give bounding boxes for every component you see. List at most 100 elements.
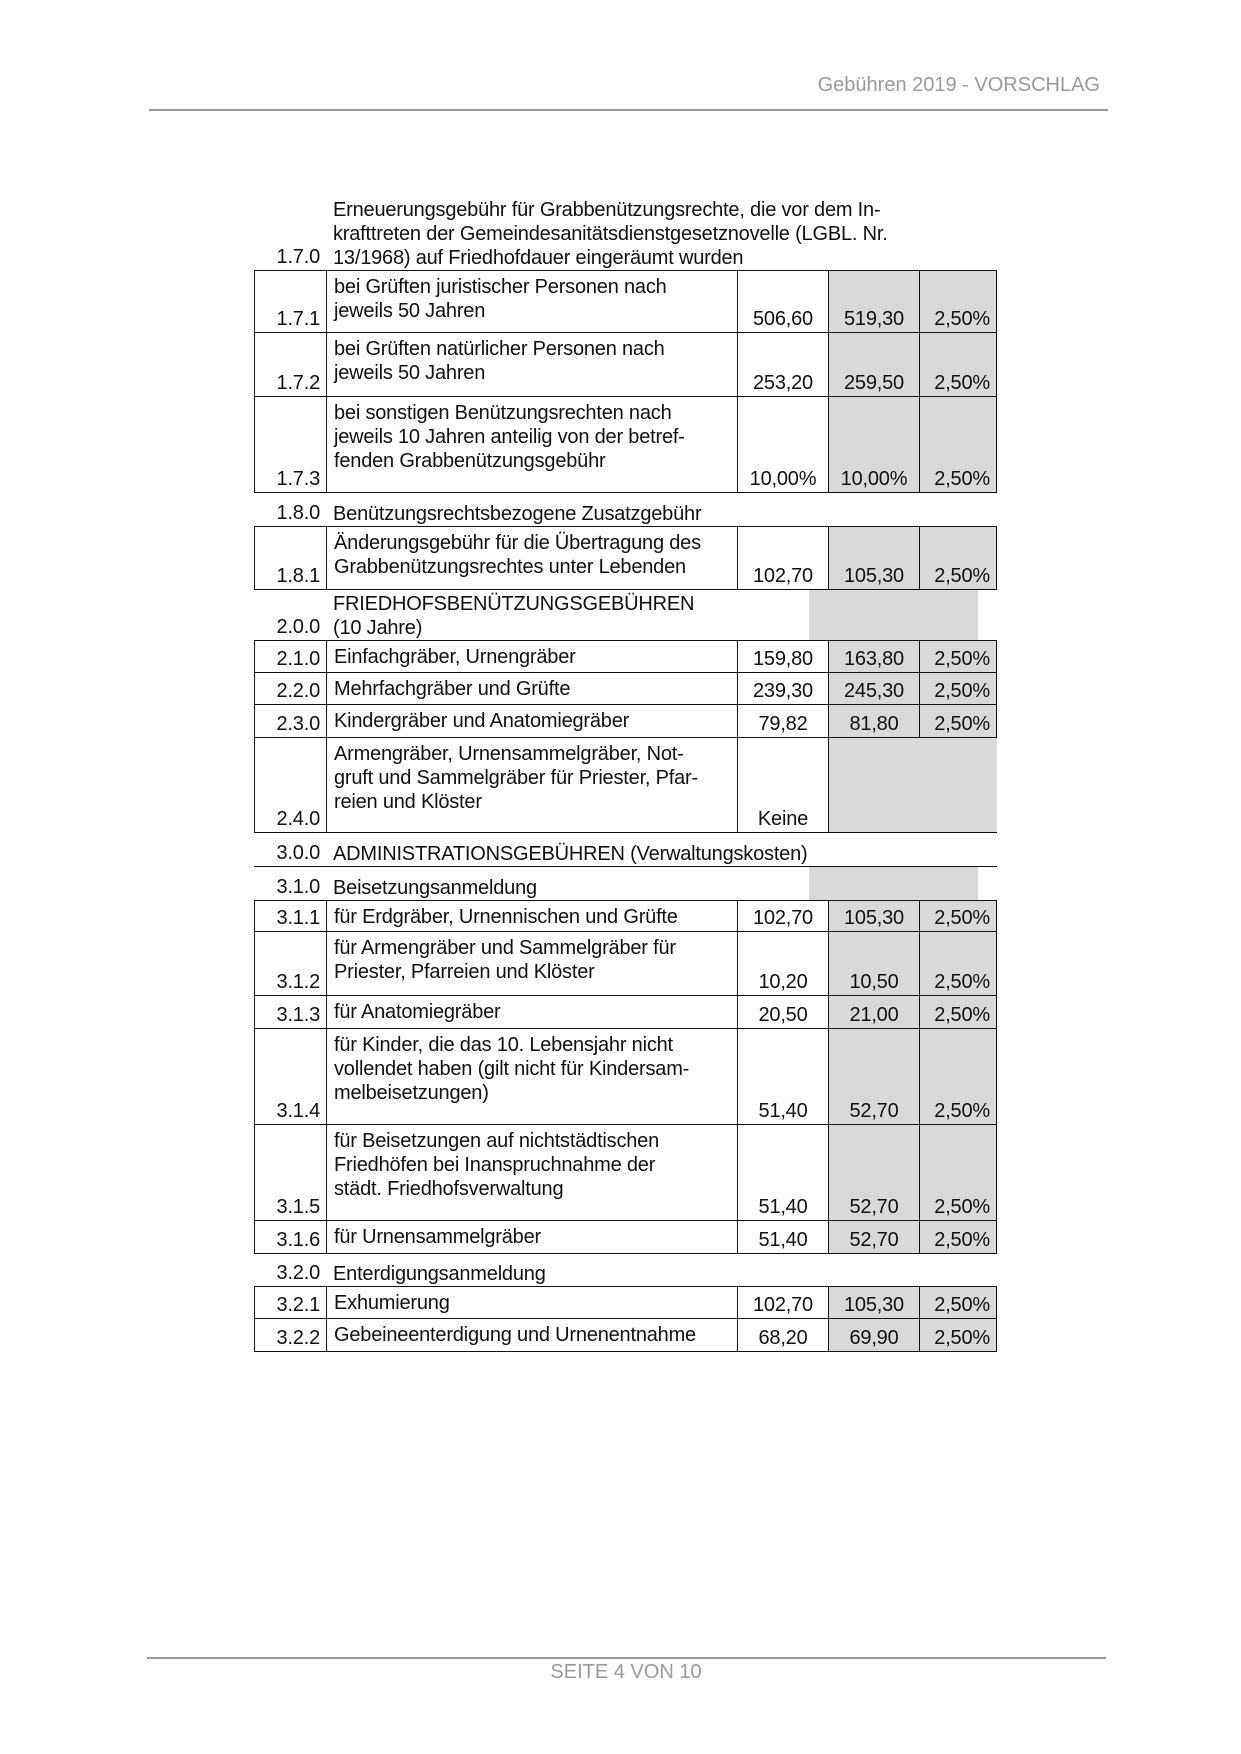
fee-previous-cell: 20,50 [737, 996, 828, 1028]
fee-new: 10,00% [840, 468, 908, 490]
fee-new-cell: 52,70 [828, 1125, 919, 1220]
fee-new: 52,70 [849, 1196, 899, 1218]
fee-increase: 2,50% [934, 565, 990, 587]
fee-increase: 2,50% [934, 1294, 990, 1316]
fee-increase-cell: 2,50% [919, 1319, 997, 1351]
item-number-cell: 2.3.0 [254, 705, 326, 737]
footer-divider [147, 1657, 1106, 1659]
item-description-cell: Mehrfachgräber und Grüfte [326, 673, 737, 704]
page-number: SEITE 4 VON 10 [550, 1661, 702, 1683]
fee-previous-cell: 51,40 [737, 1125, 828, 1220]
table-row: 1.7.1 bei Grüften juristischer Personen n… [254, 270, 997, 333]
fee-previous-cell: 68,20 [737, 1319, 828, 1351]
item-description: bei Grüften natürlicher Personen nach je… [334, 338, 665, 384]
fee-previous-cell: 10,00% [737, 397, 828, 492]
fee-new: 245,30 [844, 680, 904, 702]
fee-new: 10,50 [849, 971, 899, 993]
fee-new-cell: 163,80 [828, 641, 919, 672]
item-number-cell: 1.7.3 [254, 397, 326, 492]
fee-new-cell: 10,00% [828, 397, 919, 492]
item-description: Erneuerungsgebühr für Grabbenützungsrech… [333, 199, 888, 269]
section-heading-row: 2.0.0 FRIEDHOFSBENÜTZUNGSGEBÜHREN (10 Jah… [254, 590, 997, 640]
fee-previous: 10,20 [758, 971, 808, 993]
item-number-cell: 1.7.2 [254, 333, 326, 396]
item-number: 3.2.1 [276, 1294, 321, 1316]
item-description-cell: für Kinder, die das 10. Lebensjahr nicht… [326, 1029, 737, 1124]
fee-increase-cell: 2,50% [919, 673, 997, 704]
fee-new: 259,50 [844, 372, 904, 394]
item-description: für Anatomiegräber [334, 1001, 501, 1023]
fee-increase-cell: 2,50% [919, 397, 997, 492]
item-number: 3.1.1 [276, 907, 321, 929]
table-row: 1.8.1 Änderungsgebühr für die Übertragung… [254, 526, 997, 590]
item-number: 3.1.5 [276, 1196, 321, 1218]
item-number-cell: 1.7.0 [254, 197, 326, 270]
item-description-cell: Benützungsrechtsbezogene Zusatzgebühr [326, 493, 997, 526]
item-number-cell: 2.4.0 [254, 738, 326, 832]
item-number: 2.2.0 [276, 680, 321, 702]
fee-previous-cell: 239,30 [737, 673, 828, 704]
item-description-cell: Exhumierung [326, 1287, 737, 1318]
item-number-cell: 2.0.0 [254, 590, 326, 640]
fee-increase: 2,50% [934, 971, 990, 993]
fee-previous-cell: 253,20 [737, 333, 828, 396]
fee-new: 69,90 [849, 1327, 899, 1349]
fee-new: 52,70 [849, 1100, 899, 1122]
item-description: Benützungsrechtsbezogene Zusatzgebühr [333, 503, 702, 525]
item-description: ADMINISTRATIONSGEBÜHREN (Verwaltungskost… [333, 843, 808, 865]
item-description: bei Grüften juristischer Personen nach j… [334, 276, 667, 322]
fee-increase-cell: 2,50% [919, 1221, 997, 1253]
item-number-cell: 1.7.1 [254, 271, 326, 332]
item-number-cell: 2.2.0 [254, 673, 326, 704]
item-number-cell: 3.1.3 [254, 996, 326, 1028]
item-description: Gebeineenterdigung und Urnenentnahme [334, 1324, 696, 1346]
table-row: 3.1.6 für Urnensammelgräber 51,40 52,70 2,50… [254, 1221, 997, 1254]
item-description-cell: für Urnensammelgräber [326, 1221, 737, 1253]
fee-new-cell: 52,70 [828, 1221, 919, 1253]
item-number: 3.1.0 [276, 876, 321, 898]
fee-increase: 2,50% [934, 713, 990, 735]
fee-previous: 51,40 [758, 1100, 808, 1122]
fee-previous: 506,60 [753, 308, 813, 330]
item-description-cell: Gebeineenterdigung und Urnenentnahme [326, 1319, 737, 1351]
fee-increase-cell: 2,50% [919, 271, 997, 332]
item-description-cell: bei Grüften juristischer Personen nach j… [326, 271, 737, 332]
table-row: 2.2.0 Mehrfachgräber und Grüfte 239,30 245,… [254, 673, 997, 705]
item-description: bei sonstigen Benützungsrechten nach jew… [334, 402, 685, 472]
item-description: FRIEDHOFSBENÜTZUNGSGEBÜHREN (10 Jahre) [333, 593, 695, 639]
fee-increase: 2,50% [934, 1004, 990, 1026]
fee-previous-cell: 506,60 [737, 271, 828, 332]
item-number: 3.1.2 [276, 971, 321, 993]
item-number-cell: 3.1.0 [254, 867, 326, 900]
item-description-cell: für Armengräber und Sammelgräber für Pri… [326, 932, 737, 995]
section-heading-row: 1.8.0 Benützungsrechtsbezogene Zusatzgebü… [254, 493, 997, 526]
fee-previous: 239,30 [753, 680, 813, 702]
fee-increase-cell: 2,50% [919, 996, 997, 1028]
item-number: 2.1.0 [276, 648, 321, 670]
fee-previous: 51,40 [758, 1196, 808, 1218]
fee-previous-cell: 102,70 [737, 901, 828, 931]
table-row: 3.1.3 für Anatomiegräber 20,50 21,00 2,50% [254, 996, 997, 1029]
fee-new-cell: 105,30 [828, 527, 919, 589]
table-row: 3.1.2 für Armengräber und Sammelgräber fü… [254, 932, 997, 996]
item-number: 1.7.3 [276, 468, 321, 490]
item-description-cell: Einfachgräber, Urnengräber [326, 641, 737, 672]
fee-previous: 79,82 [758, 713, 808, 735]
item-number-cell: 3.1.6 [254, 1221, 326, 1253]
item-description: für Beisetzungen auf nichtstädtischen Fr… [334, 1130, 660, 1200]
item-number-cell: 1.8.0 [254, 493, 326, 526]
table-row: 3.1.1 für Erdgräber, Urnennischen und Grü… [254, 900, 997, 932]
shaded-cell [809, 867, 978, 900]
item-description: Änderungsgebühr für die Übertragung des … [334, 532, 701, 578]
fee-increase-cell: 2,50% [919, 901, 997, 931]
item-number: 1.8.1 [276, 565, 321, 587]
fee-increase: 2,50% [934, 1327, 990, 1349]
fee-new-cell: 519,30 [828, 271, 919, 332]
fee-increase-cell: 2,50% [919, 1029, 997, 1124]
item-description-cell: bei Grüften natürlicher Personen nach je… [326, 333, 737, 396]
table-row: 3.2.2 Gebeineenterdigung und Urnenentnahm… [254, 1319, 997, 1352]
shaded-cell [809, 590, 978, 640]
item-description: Exhumierung [334, 1292, 450, 1314]
fee-new: 21,00 [849, 1004, 899, 1026]
page-header-title: Gebühren 2019 - VORSCHLAG [817, 74, 1100, 96]
